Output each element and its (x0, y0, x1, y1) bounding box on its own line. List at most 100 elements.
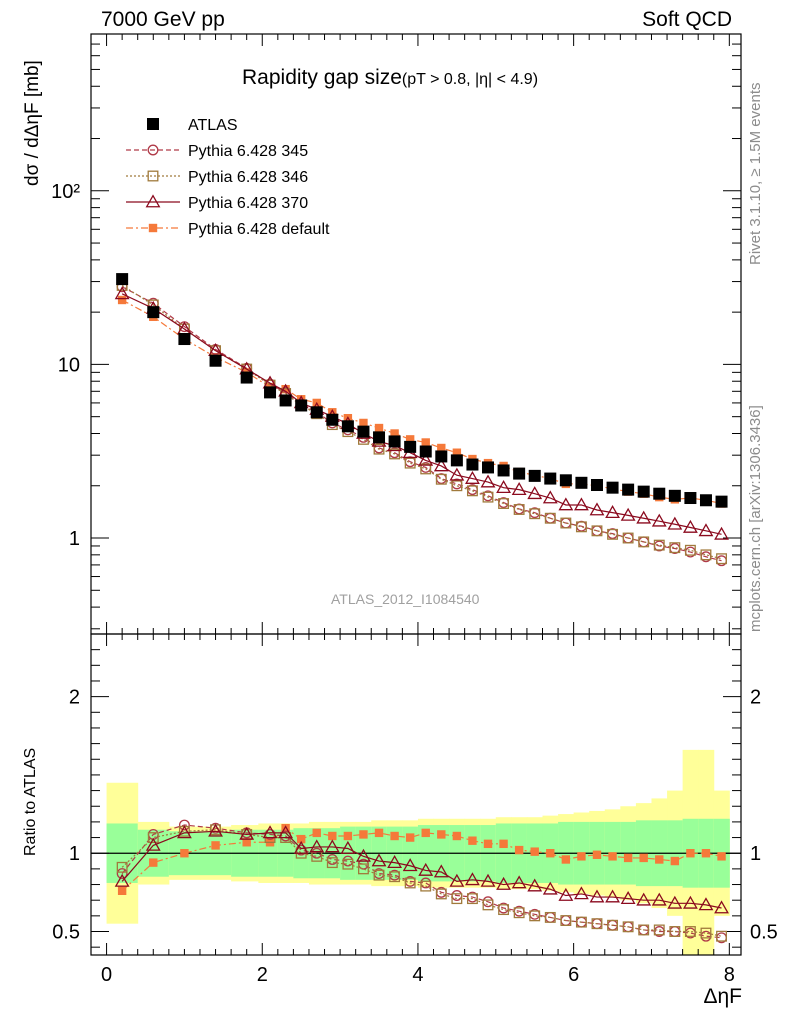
ratio-point-pythia-default (623, 853, 633, 863)
point-pythia-346 (622, 532, 634, 544)
ratio-point-pythia-default (149, 858, 158, 867)
ratio-point-pythia-346 (700, 927, 712, 939)
point-atlas (653, 487, 666, 500)
point-atlas (606, 481, 619, 494)
ratio-point-pythia-default (374, 828, 384, 838)
ratio-point-pythia-default (483, 839, 493, 849)
ratio-tick-label: 1 (69, 843, 80, 865)
ratio-line-pythia-370 (121, 830, 722, 909)
point-atlas (240, 371, 253, 384)
legend-marker-pythia-345 (147, 144, 159, 156)
point-atlas (435, 450, 448, 463)
ratio-point-pythia-346 (638, 924, 650, 936)
point-pythia-346 (482, 491, 494, 503)
point-pythia-370 (527, 486, 543, 500)
ratio-tick-label: 2 (69, 687, 80, 709)
ratio-point-pythia-345 (326, 854, 338, 865)
point-pythia-default (328, 408, 337, 417)
ratio-tick-label-right: 0.5 (750, 922, 778, 944)
point-atlas (559, 474, 572, 487)
ratio-point-pythia-346 (451, 893, 463, 905)
point-atlas (116, 273, 129, 286)
ratio-point-pythia-370 (527, 878, 543, 892)
ratio-point-pythia-370 (620, 891, 636, 905)
ratio-point-pythia-370 (542, 881, 558, 895)
x-axis-label: ΔηF (703, 985, 742, 1008)
ratio-point-pythia-default (211, 841, 220, 850)
legend: ATLAS Pythia 6.428 345 Pythia 6.428 346 Pyt… (126, 117, 330, 238)
point-atlas (590, 479, 603, 492)
ratio-point-pythia-370 (496, 876, 511, 890)
ratio-point-pythia-370 (682, 895, 698, 909)
point-pythia-370 (682, 519, 698, 533)
point-pythia-346 (669, 542, 681, 554)
x-tick-label: 0 (101, 964, 112, 986)
ratio-point-pythia-default (686, 849, 695, 858)
legend-marker-pythia-default (148, 223, 158, 233)
series-line-pythia-370 (121, 293, 722, 535)
chart-title: Rapidity gap size(pT > 0.8, |η| < 4.9) (242, 66, 538, 90)
point-pythia-370 (433, 458, 449, 472)
series-pythia-346 (116, 279, 727, 565)
point-pythia-370 (714, 526, 729, 540)
ratio-point-pythia-default (655, 855, 664, 864)
point-pythia-346 (451, 480, 463, 492)
ratio-point-pythia-default (296, 834, 306, 844)
ratio-point-pythia-default (514, 845, 524, 855)
point-atlas (637, 485, 650, 498)
point-atlas (668, 489, 681, 502)
ratio-point-pythia-370 (293, 840, 309, 854)
point-pythia-346 (716, 553, 727, 565)
ratio-point-pythia-370 (262, 825, 278, 839)
ratio-tick-label-right: 2 (750, 687, 761, 709)
ratio-tick-label: 0.5 (52, 922, 80, 944)
ratio-point-pythia-346 (544, 911, 556, 923)
legend-marker-pythia-370 (145, 194, 161, 208)
point-pythia-346 (404, 457, 416, 469)
ratio-point-pythia-370 (114, 873, 130, 887)
point-atlas (513, 467, 526, 480)
ratio-point-pythia-370 (714, 900, 729, 914)
point-pythia-370 (651, 513, 667, 527)
point-atlas (497, 464, 510, 477)
ratio-point-pythia-346 (591, 918, 603, 930)
legend-marker-pythia-346 (147, 170, 159, 182)
ratio-point-pythia-346 (420, 880, 432, 892)
series-pythia-default (117, 295, 726, 508)
point-atlas (310, 406, 323, 419)
point-pythia-default (117, 295, 127, 305)
point-atlas (715, 495, 728, 508)
point-pythia-370 (589, 502, 605, 516)
ratio-point-pythia-default (452, 831, 462, 841)
ratio-point-pythia-default (530, 847, 539, 856)
ratio-point-pythia-370 (208, 823, 223, 837)
ratio-point-pythia-370 (698, 897, 714, 911)
point-pythia-346 (700, 549, 712, 561)
analysis-watermark: ATLAS_2012_I1084540 (331, 591, 480, 607)
ratio-point-pythia-default (312, 828, 321, 838)
point-pythia-346 (420, 463, 432, 475)
ratio-point-pythia-default (639, 853, 648, 863)
point-pythia-370 (573, 497, 589, 511)
ratio-point-pythia-370 (239, 826, 255, 840)
point-pythia-345 (638, 536, 650, 548)
ratio-point-pythia-default (117, 886, 127, 895)
ratio-point-pythia-370 (480, 873, 496, 887)
ratio-point-pythia-default (670, 856, 680, 866)
point-atlas (622, 483, 635, 496)
point-atlas (450, 454, 463, 467)
point-pythia-370 (465, 470, 480, 484)
ratio-point-pythia-370 (433, 864, 449, 878)
point-pythia-346 (373, 443, 385, 455)
ratio-point-pythia-346 (622, 921, 634, 933)
point-pythia-default (390, 429, 399, 438)
point-pythia-346 (684, 544, 696, 556)
ratio-point-pythia-346 (373, 869, 385, 881)
point-pythia-346 (435, 473, 447, 485)
ratio-point-pythia-346 (653, 924, 665, 936)
point-atlas (684, 492, 697, 505)
ratio-point-pythia-370 (402, 858, 418, 872)
ratio-point-pythia-default (405, 833, 415, 842)
point-pythia-346 (466, 485, 478, 497)
